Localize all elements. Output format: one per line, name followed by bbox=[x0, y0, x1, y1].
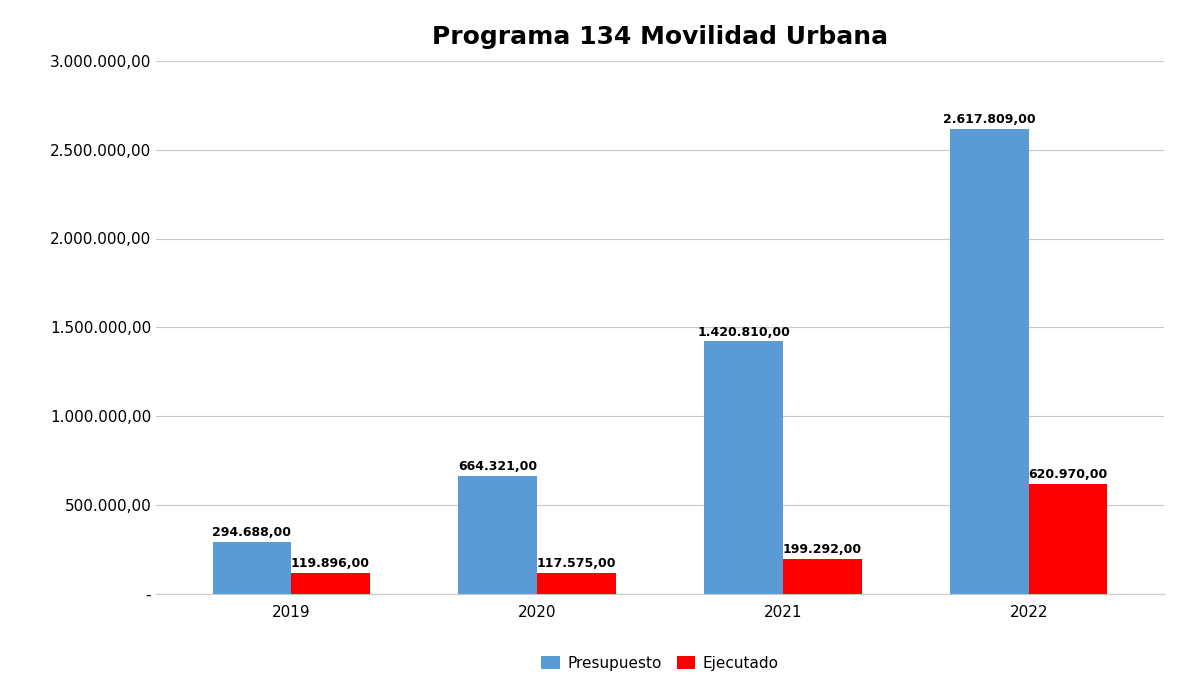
Bar bbox=[1028, 483, 1108, 594]
Bar bbox=[538, 573, 616, 594]
Bar bbox=[704, 342, 782, 594]
Legend: Presupuesto, Ejecutado: Presupuesto, Ejecutado bbox=[535, 649, 785, 675]
Title: Programa 134 Movilidad Urbana: Programa 134 Movilidad Urbana bbox=[432, 25, 888, 49]
Text: 2.617.809,00: 2.617.809,00 bbox=[943, 113, 1036, 126]
Bar bbox=[950, 129, 1028, 594]
Bar bbox=[292, 572, 370, 594]
Bar bbox=[212, 541, 292, 594]
Text: 119.896,00: 119.896,00 bbox=[292, 557, 370, 570]
Bar bbox=[458, 476, 538, 594]
Text: 199.292,00: 199.292,00 bbox=[782, 543, 862, 556]
Text: 1.420.810,00: 1.420.810,00 bbox=[697, 326, 790, 339]
Text: 117.575,00: 117.575,00 bbox=[536, 558, 616, 570]
Text: 294.688,00: 294.688,00 bbox=[212, 526, 292, 539]
Text: 664.321,00: 664.321,00 bbox=[458, 460, 538, 473]
Text: 620.970,00: 620.970,00 bbox=[1028, 468, 1108, 481]
Bar bbox=[782, 559, 862, 594]
